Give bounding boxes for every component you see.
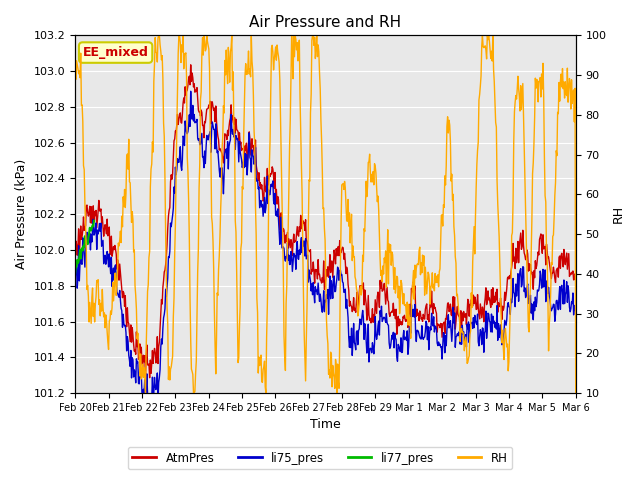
Text: EE_mixed: EE_mixed — [83, 46, 148, 59]
AtmPres — [71, 254, 79, 260]
Line: RH: RH — [75, 36, 576, 393]
AtmPres — [132, 351, 140, 357]
X-axis label: Time: Time — [310, 419, 341, 432]
RH — [572, 390, 580, 396]
RH — [71, 53, 79, 59]
li75_pres — [71, 276, 79, 282]
li75_pres — [81, 254, 88, 260]
li75_pres — [132, 380, 140, 385]
Y-axis label: RH: RH — [612, 205, 625, 223]
AtmPres — [572, 273, 580, 278]
AtmPres — [211, 105, 218, 111]
RH — [211, 309, 218, 315]
AtmPres — [387, 310, 395, 315]
RH — [402, 304, 410, 310]
li75_pres — [387, 338, 395, 344]
li77_pres — [81, 244, 88, 250]
Line: li77_pres: li77_pres — [75, 221, 94, 274]
Title: Air Pressure and RH: Air Pressure and RH — [250, 15, 401, 30]
RH — [184, 154, 191, 160]
li77_pres — [71, 271, 79, 276]
RH — [387, 263, 395, 268]
li75_pres — [572, 309, 580, 315]
li75_pres — [211, 127, 218, 132]
RH — [155, 33, 163, 38]
li75_pres — [184, 131, 191, 137]
Legend: AtmPres, li75_pres, li77_pres, RH: AtmPres, li75_pres, li77_pres, RH — [128, 447, 512, 469]
li75_pres — [187, 88, 195, 94]
Y-axis label: Air Pressure (kPa): Air Pressure (kPa) — [15, 159, 28, 269]
li75_pres — [402, 334, 410, 340]
RH — [132, 292, 140, 298]
AtmPres — [184, 87, 191, 93]
AtmPres — [402, 319, 410, 324]
Line: li75_pres: li75_pres — [75, 91, 576, 414]
RH — [189, 390, 197, 396]
AtmPres — [146, 375, 154, 381]
AtmPres — [187, 62, 195, 68]
AtmPres — [81, 228, 88, 233]
li75_pres — [141, 411, 149, 417]
Line: AtmPres: AtmPres — [75, 65, 576, 378]
RH — [81, 167, 88, 172]
